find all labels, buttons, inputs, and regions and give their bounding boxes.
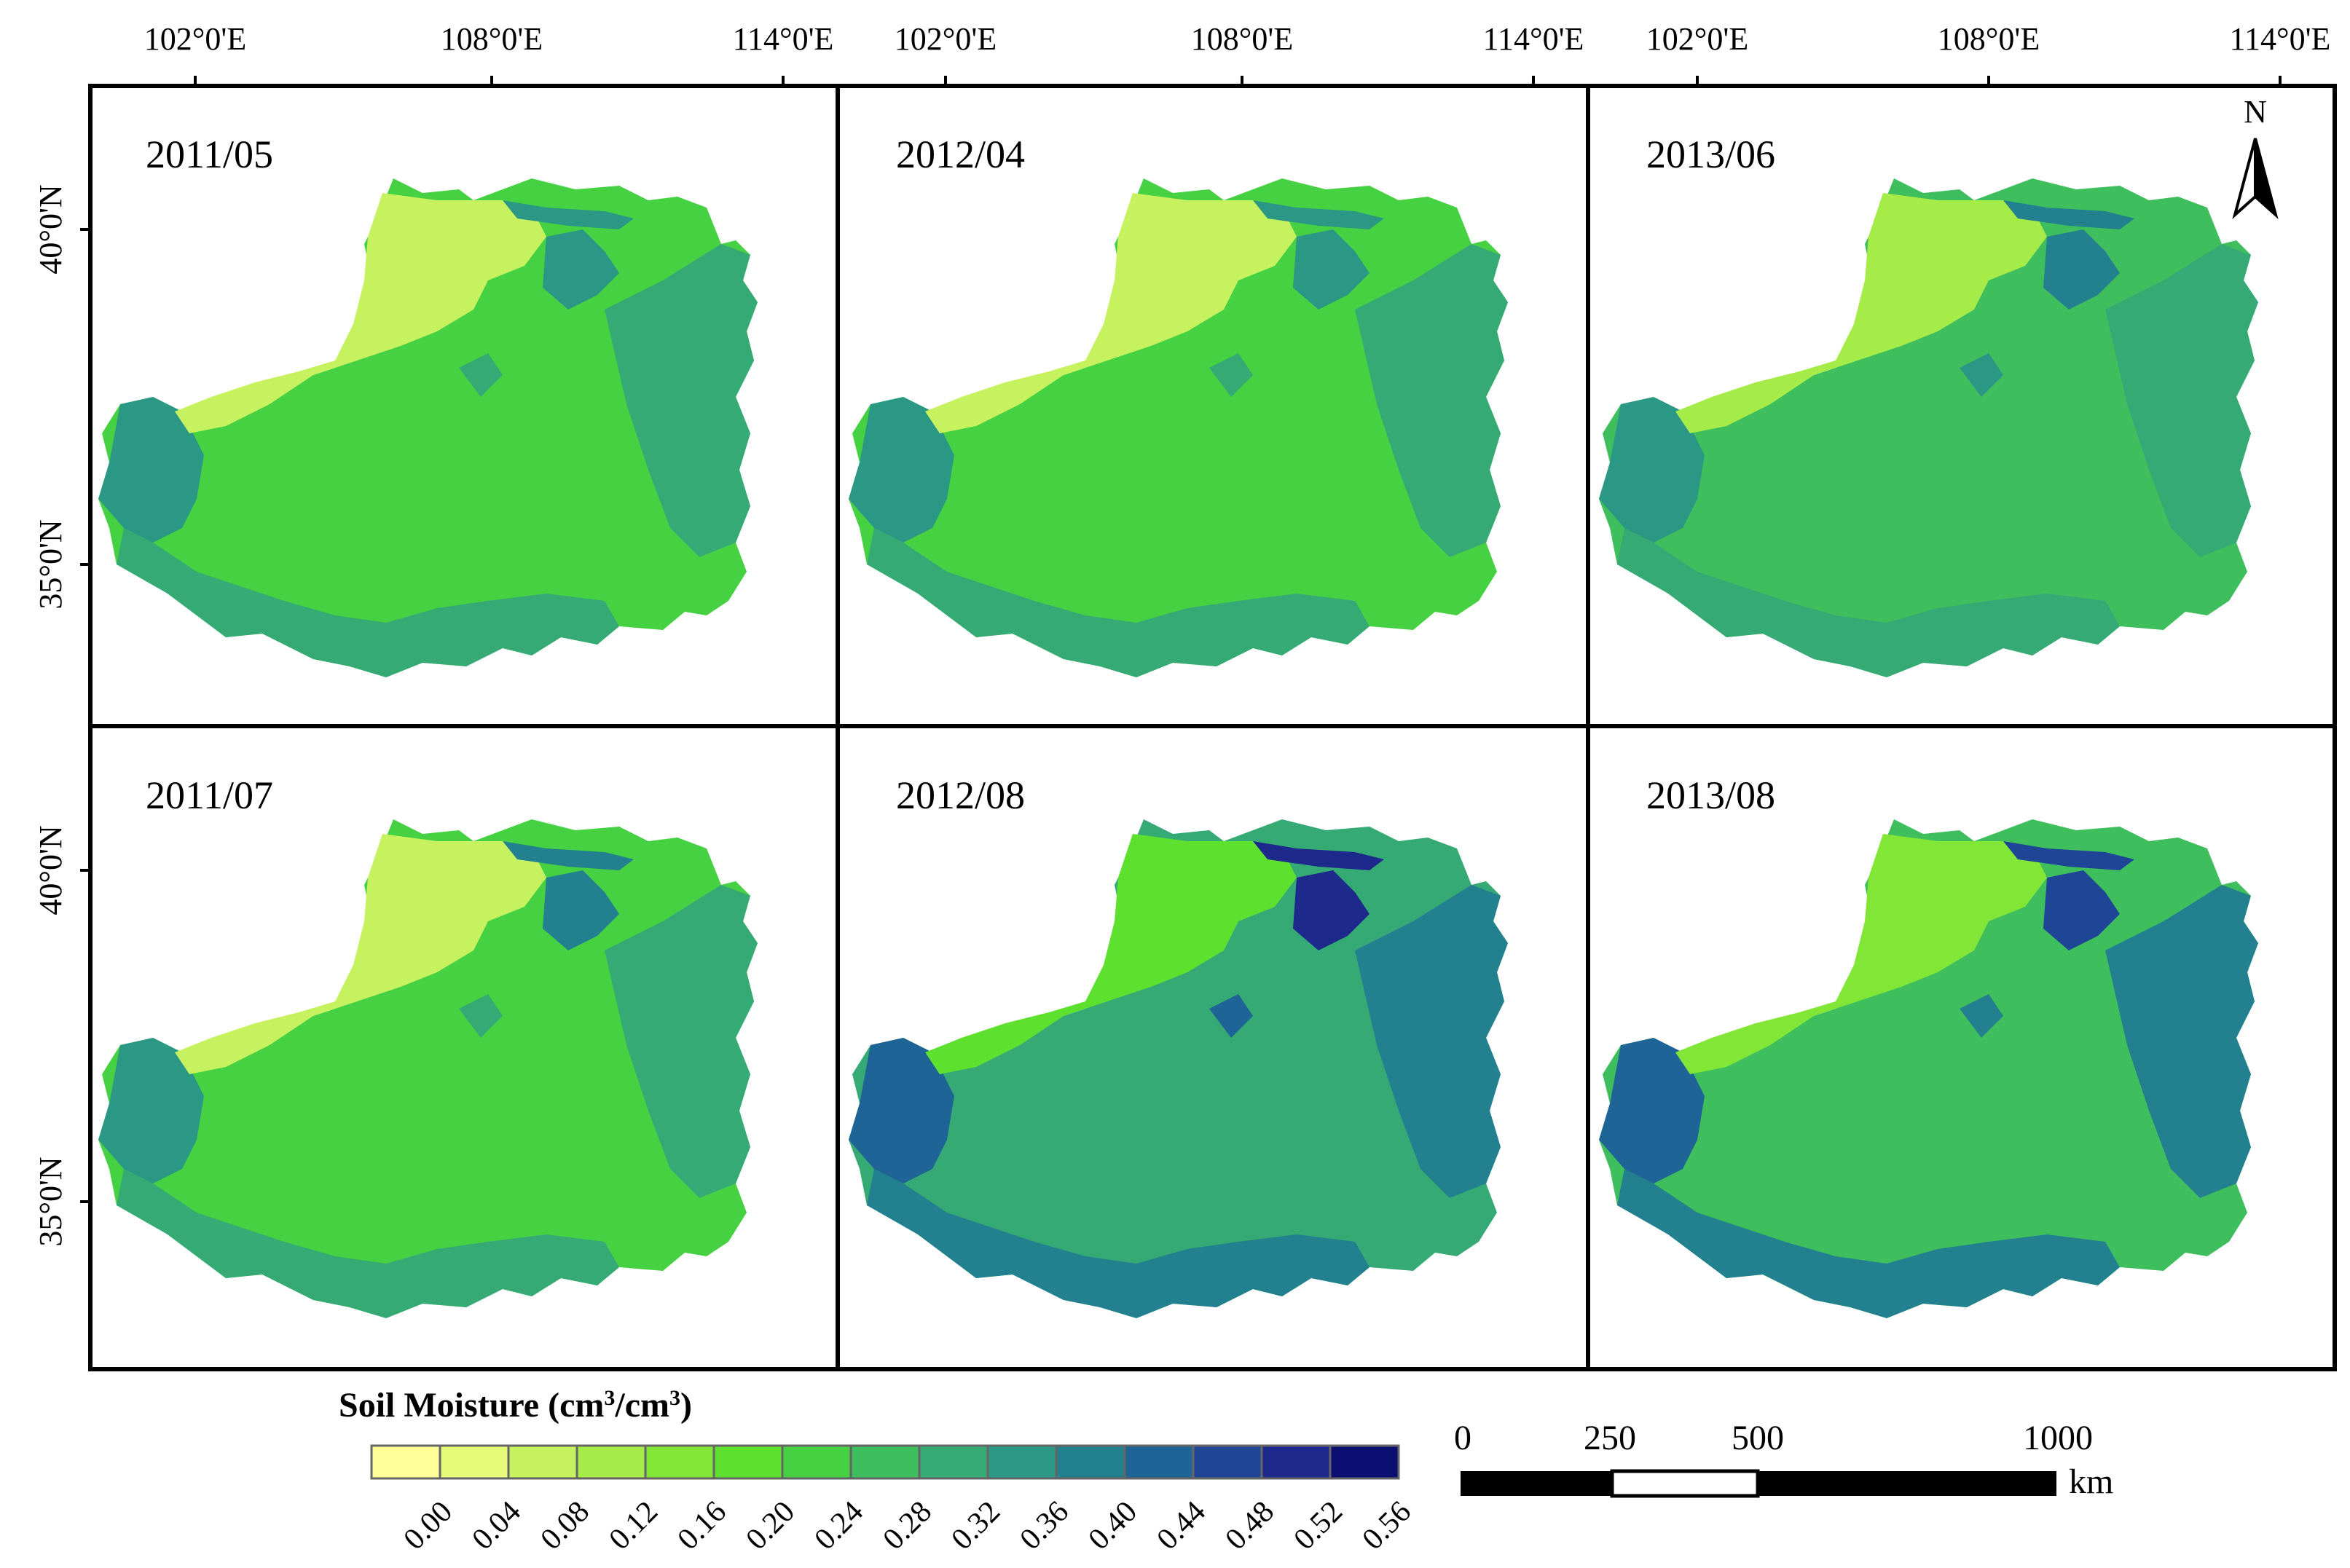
- map-panel-2011-07: 2011/07: [98, 773, 758, 1318]
- lat-label-40-row2: 40°0'N: [33, 825, 68, 915]
- map-panel-2011-05: 2011/05: [98, 133, 758, 677]
- legend-ticks: 0.00 0.04 0.08 0.12 0.16 0.20 0.24 0.28 0.32 0.36…: [398, 1495, 1418, 1556]
- legend-swatch: [849, 1444, 921, 1480]
- map-panel-2012-04: 2012/04: [849, 133, 1508, 677]
- legend-swatch: [644, 1444, 715, 1480]
- lon-label-108-p2: 108°0'E: [1191, 21, 1293, 57]
- legend-tick-label: 0.44: [1151, 1495, 1212, 1556]
- north-arrow-fill: [2254, 138, 2279, 219]
- scale-label-0: 0: [1454, 1419, 1471, 1457]
- panel-date-label: 2013/08: [1646, 773, 1775, 817]
- lon-label-114-p2: 114°0'E: [1483, 21, 1584, 57]
- scale-label-1000: 1000: [2023, 1419, 2093, 1457]
- legend-tick-label: 0.36: [1014, 1495, 1075, 1556]
- scale-seg-1: [1461, 1471, 1612, 1496]
- panel-date-label: 2011/07: [146, 773, 273, 817]
- legend-swatches: [370, 1444, 1400, 1480]
- legend-tick-label: 0.20: [740, 1495, 801, 1556]
- scale-seg-3: [1758, 1471, 2056, 1496]
- legend-swatch: [1260, 1444, 1332, 1480]
- map-panel-2012-08: 2012/08: [849, 773, 1508, 1318]
- legend-tick-label: 0.32: [946, 1495, 1007, 1556]
- legend-tick-label: 0.48: [1219, 1495, 1281, 1556]
- map-panels: 2011/05 2012/04 2013/06 2011/07 2012/08 2013/…: [98, 133, 2258, 1318]
- legend-tick-label: 0.12: [603, 1495, 664, 1556]
- panel-date-label: 2011/05: [146, 133, 273, 176]
- legend-tick-label: 0.16: [672, 1495, 733, 1556]
- lon-label-108-p1: 108°0'E: [441, 21, 543, 57]
- legend-tick-label: 0.08: [535, 1495, 596, 1556]
- lon-label-114-p3: 114°0'E: [2230, 21, 2331, 57]
- lat-label-40-row1: 40°0'N: [33, 184, 68, 274]
- north-arrow: N: [2232, 94, 2279, 219]
- lat-label-35-row2: 35°0'N: [33, 1157, 68, 1246]
- legend-tick-label: 0.56: [1356, 1495, 1418, 1556]
- lon-label-108-p3: 108°0'E: [1938, 21, 2040, 57]
- legend-swatch: [507, 1444, 578, 1480]
- north-arrow-icon: [2232, 138, 2257, 219]
- panel-date-label: 2012/08: [896, 773, 1025, 817]
- legend-swatch: [1192, 1444, 1263, 1480]
- legend-tick-label: 0.04: [466, 1495, 527, 1556]
- legend-tick-label: 0.52: [1288, 1495, 1349, 1556]
- legend-tick-label: 0.00: [398, 1495, 459, 1556]
- legend-tick-label: 0.40: [1082, 1495, 1144, 1556]
- lon-label-102-p1: 102°0'E: [144, 21, 246, 57]
- legend-title: Soil Moisture (cm3/cm3): [339, 1386, 692, 1425]
- legend-swatch: [1123, 1444, 1195, 1480]
- legend-swatch: [370, 1444, 441, 1480]
- legend-swatch: [781, 1444, 852, 1480]
- legend: Soil Moisture (cm3/cm3) 0.00 0.04 0.08 0.12…: [339, 1386, 1418, 1556]
- scale-label-250: 250: [1584, 1419, 1636, 1457]
- legend-swatch: [439, 1444, 510, 1480]
- legend-swatch: [918, 1444, 989, 1480]
- panel-date-label: 2012/04: [896, 133, 1025, 176]
- lon-label-102-p3: 102°0'E: [1646, 21, 1748, 57]
- panel-date-label: 2013/06: [1646, 133, 1775, 176]
- legend-tick-label: 0.24: [809, 1495, 870, 1556]
- scale-unit: km: [2069, 1462, 2113, 1501]
- legend-swatch: [1055, 1444, 1126, 1480]
- map-panel-2013-08: 2013/08: [1599, 773, 2258, 1318]
- legend-swatch: [712, 1444, 784, 1480]
- legend-tick-label: 0.28: [877, 1495, 938, 1556]
- scale-label-500: 500: [1732, 1419, 1784, 1457]
- lon-label-102-p2: 102°0'E: [895, 21, 997, 57]
- map-panel-2013-06: 2013/06: [1599, 133, 2258, 677]
- longitude-labels: 102°0'E 108°0'E 114°0'E 102°0'E 108°0'E …: [144, 21, 2331, 57]
- legend-swatch: [1329, 1444, 1400, 1480]
- legend-swatch: [986, 1444, 1058, 1480]
- lat-label-35-row1: 35°0'N: [33, 519, 68, 609]
- north-arrow-label: N: [2244, 94, 2267, 130]
- scale-seg-2: [1610, 1469, 1760, 1498]
- latitude-labels: 40°0'N 35°0'N 40°0'N 35°0'N: [33, 184, 68, 1246]
- legend-swatch: [575, 1444, 647, 1480]
- scale-bar: 0 250 500 1000 km: [1454, 1419, 2113, 1501]
- map-grid-frame: [80, 76, 2337, 1371]
- lon-label-114-p1: 114°0'E: [733, 21, 834, 57]
